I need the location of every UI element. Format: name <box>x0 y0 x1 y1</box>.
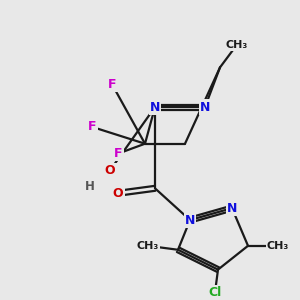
Text: F: F <box>114 147 122 160</box>
Text: CH₃: CH₃ <box>137 241 159 251</box>
Text: O: O <box>113 187 123 200</box>
Text: N: N <box>227 202 237 214</box>
Text: CH₃: CH₃ <box>267 241 289 251</box>
Text: H: H <box>85 180 95 193</box>
Text: F: F <box>88 120 96 134</box>
Text: N: N <box>150 100 160 113</box>
Text: O: O <box>105 164 115 177</box>
Text: Cl: Cl <box>208 286 222 299</box>
Text: F: F <box>108 78 116 91</box>
Text: N: N <box>200 100 210 113</box>
Text: CH₃: CH₃ <box>226 40 248 50</box>
Text: N: N <box>185 214 195 226</box>
